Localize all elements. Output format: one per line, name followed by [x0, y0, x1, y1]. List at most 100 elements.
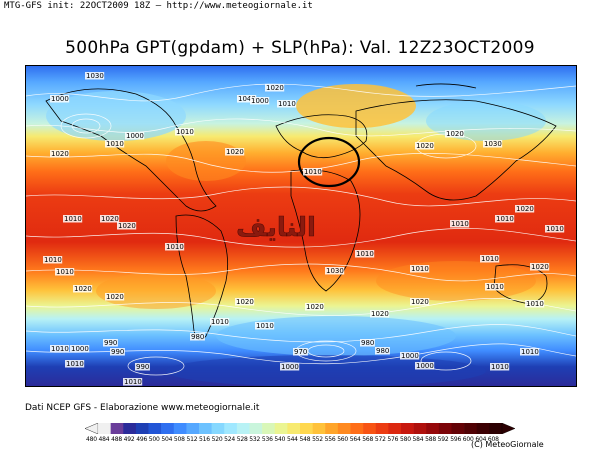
pressure-label: 1000: [251, 97, 269, 105]
pressure-label-bg: [123, 378, 143, 386]
pressure-label-bg: [110, 348, 125, 356]
pressure-label: 1010: [486, 283, 504, 291]
pressure-label: 1000: [281, 363, 299, 371]
scale-cell: [312, 423, 326, 434]
pressure-label-bg: [515, 205, 535, 213]
scale-cell: [148, 423, 162, 434]
pressure-label-bg: [520, 348, 540, 356]
pressure-label: 1010: [356, 250, 374, 258]
scale-cell: [438, 423, 452, 434]
arabic-watermark: النايف: [236, 213, 316, 243]
pressure-label-bg: [135, 363, 150, 371]
pressure-label: 980: [361, 339, 374, 347]
scale-cell: [400, 423, 414, 434]
scale-cell: [161, 423, 175, 434]
pressure-label: 1030: [86, 72, 104, 80]
pressure-label: 980: [376, 347, 389, 355]
pressure-label: 1010: [411, 265, 429, 273]
scale-cell: [476, 423, 490, 434]
pressure-label: 1020: [371, 310, 389, 318]
scale-cell: [199, 423, 212, 434]
pressure-label: 1010: [521, 348, 539, 356]
pressure-label-bg: [495, 215, 515, 223]
pressure-label: 1020: [106, 293, 124, 301]
scale-cell: [211, 423, 225, 434]
pressure-label: 1030: [484, 140, 502, 148]
pressure-label-bg: [303, 168, 323, 176]
pressure-label: 1010: [106, 140, 124, 148]
pressure-label-bg: [105, 140, 125, 148]
scale-cell: [337, 423, 351, 434]
pressure-label-bg: [43, 256, 63, 264]
pressure-label: 1020: [74, 285, 92, 293]
pressure-label-bg: [73, 285, 93, 293]
pressure-label-bg: [490, 363, 510, 371]
pressure-label: 1020: [266, 84, 284, 92]
scale-cell: [287, 423, 301, 434]
scale-cell: [363, 423, 377, 434]
pressure-label-bg: [50, 95, 70, 103]
run-info-header: MTG-GFS init: 22OCT2009 18Z — http://www…: [4, 1, 313, 11]
color-scale-ticks: 480 484 488 492 496 500 504 508 512 516 …: [86, 436, 499, 443]
pressure-label: 1010: [166, 243, 184, 251]
pressure-label-bg: [545, 225, 565, 233]
scale-cell: [413, 423, 427, 434]
pressure-label-bg: [165, 243, 185, 251]
pressure-label-bg: [225, 148, 245, 156]
pressure-label: 1010: [51, 345, 69, 353]
pressure-label-bg: [325, 267, 345, 275]
pressure-label: 1020: [411, 298, 429, 306]
pressure-label-bg: [100, 215, 120, 223]
pressure-label: 1000: [401, 352, 419, 360]
pressure-label: 1020: [531, 263, 549, 271]
scale-cell: [325, 423, 339, 434]
pressure-label: 1000: [71, 345, 89, 353]
scale-cell: [224, 423, 238, 434]
scale-cell: [451, 423, 465, 434]
scale-cell: [274, 423, 288, 434]
pressure-label: 1000: [126, 132, 144, 140]
scale-cell: [300, 423, 313, 434]
pressure-label-bg: [117, 222, 137, 230]
pressure-label: 990: [104, 339, 117, 347]
scale-arrow-left: [85, 423, 99, 434]
pressure-label: 1010: [256, 322, 274, 330]
pressure-label-bg: [480, 255, 500, 263]
pressure-label-bg: [125, 132, 145, 140]
pressure-label-bg: [445, 130, 465, 138]
pressure-label-bg: [410, 298, 430, 306]
pressure-label: 1020: [236, 298, 254, 306]
scale-cell: [388, 423, 402, 434]
pressure-label: 1020: [118, 222, 136, 230]
pressure-label: 1020: [226, 148, 244, 156]
pressure-label: 1010: [64, 215, 82, 223]
pressure-label: 1010: [496, 215, 514, 223]
pressure-label-bg: [235, 298, 255, 306]
scale-cell: [123, 423, 137, 434]
pressure-label-bg: [485, 283, 505, 291]
pressure-label-bg: [360, 339, 375, 347]
scale-cell: [262, 423, 276, 434]
pressure-label: 1010: [491, 363, 509, 371]
pressure-label: 980: [191, 333, 204, 341]
scale-cell: [426, 423, 440, 434]
map-title: 500hPa GPT(gpdam) + SLP(hPa): Val. 12Z23…: [65, 38, 535, 58]
pressure-label-bg: [85, 72, 105, 80]
pressure-label-bg: [190, 333, 205, 341]
pressure-label-bg: [175, 128, 195, 136]
highlight-circle: [297, 136, 361, 188]
pressure-label: 1000: [51, 95, 69, 103]
scale-cell: [375, 423, 389, 434]
pressure-label-bg: [410, 265, 430, 273]
pressure-label-bg: [530, 263, 550, 271]
pressure-label: 1010: [481, 255, 499, 263]
pressure-label-bg: [50, 150, 70, 158]
pressure-label-bg: [50, 345, 70, 353]
pressure-label-bg: [415, 362, 435, 370]
copyright-credit: (C) MeteoGiornale: [471, 440, 544, 449]
pressure-label-bg: [70, 345, 90, 353]
scale-cell: [249, 423, 263, 434]
pressure-label-bg: [415, 142, 435, 150]
